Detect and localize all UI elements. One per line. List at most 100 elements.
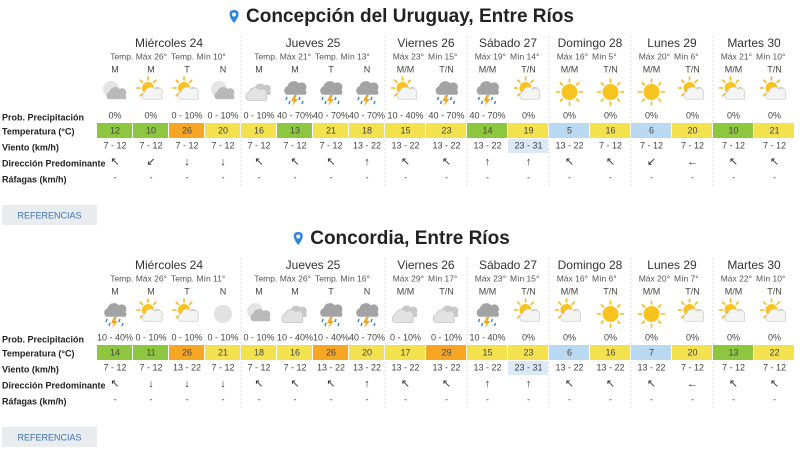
temperature: 11	[146, 347, 155, 357]
cloud	[519, 308, 541, 322]
precipitation: 0%	[645, 332, 658, 342]
period-label: M/M	[397, 64, 415, 74]
precipitation: 10 - 40%	[469, 332, 505, 342]
wind-direction: ↖	[110, 156, 119, 168]
wind-direction: ↓	[220, 378, 226, 390]
wind: 13 - 22	[555, 140, 583, 150]
weather-icon	[432, 305, 459, 323]
temperature-cell	[241, 123, 276, 138]
temperature-cell	[277, 123, 312, 138]
wind: 7 - 12	[640, 140, 663, 150]
temp-max: Máx 16°	[557, 51, 588, 61]
temp-max: Temp. Máx 21°	[254, 51, 311, 61]
gusts: -	[609, 172, 612, 182]
period-label: M	[111, 64, 119, 74]
rain-drop	[373, 322, 376, 327]
wind-direction: ↖	[606, 378, 615, 390]
day-name: Jueves 25	[286, 36, 341, 50]
weather-icon	[136, 76, 163, 100]
day-name: Martes 30	[727, 36, 781, 50]
weather-icon	[356, 303, 379, 328]
references-button[interactable]	[2, 205, 97, 225]
temperature-cell	[97, 345, 132, 360]
cloud	[142, 86, 163, 100]
rain-drop	[118, 318, 121, 323]
gusts: -	[150, 394, 153, 404]
row-label: Ráfagas (km/h)	[2, 174, 67, 184]
references-button[interactable]	[2, 427, 97, 447]
rain-drop	[373, 100, 376, 105]
temperature: 21	[769, 125, 779, 135]
wind: 7 - 12	[283, 140, 306, 150]
weather-icon	[172, 76, 199, 100]
sun-ray	[139, 92, 144, 97]
temp-min: Mín 10°	[756, 51, 785, 61]
weather-icon	[390, 76, 418, 100]
sun-ray	[762, 79, 767, 84]
wind: 7 - 12	[763, 140, 786, 150]
wind-direction: ↖	[326, 156, 335, 168]
cloud	[519, 86, 541, 100]
sun-ray	[139, 301, 144, 306]
period-label: T	[328, 286, 334, 296]
temperature-cell	[97, 123, 132, 138]
wind-direction: ↖	[401, 378, 410, 390]
sun-ray	[721, 314, 726, 319]
weather-icon	[513, 76, 541, 100]
temperature: 16	[254, 125, 264, 135]
temp-max: Máx 21°	[721, 51, 752, 61]
rain-drop	[477, 96, 481, 101]
weather-icon	[476, 81, 499, 106]
temp-max: Temp. Máx 26°	[110, 51, 167, 61]
wind: 7 - 12	[103, 140, 126, 150]
wind: 7 - 12	[175, 140, 198, 150]
sun	[602, 84, 619, 100]
temperature: 5	[567, 125, 572, 135]
precipitation: 0 - 10%	[431, 332, 462, 342]
temperature: 26	[182, 125, 192, 135]
sun-ray	[600, 82, 605, 86]
temperature-cell	[467, 123, 507, 138]
weather-icon	[103, 81, 127, 100]
rain-drop	[490, 96, 494, 101]
temperature-cell	[133, 123, 168, 138]
wind-direction: ↖	[729, 156, 738, 168]
sun-ray	[557, 301, 562, 306]
precipitation: 0 - 10%	[243, 110, 274, 120]
cloud	[432, 309, 455, 323]
temperature-cell	[713, 123, 753, 138]
temp-max: Temp. Máx 26°	[110, 273, 167, 283]
precipitation: 0 - 10%	[135, 332, 166, 342]
rain-drop	[370, 318, 373, 323]
temperature-cell	[426, 345, 466, 360]
location-title: Concordia, Entre Ríos	[310, 228, 510, 249]
row-label: Ráfagas (km/h)	[2, 396, 67, 406]
period-label: T/N	[521, 286, 536, 296]
weather-icon	[214, 305, 232, 323]
references-label[interactable]: REFERENCIAS	[17, 210, 81, 220]
sun-ray	[616, 320, 621, 324]
period-label: T/N	[439, 64, 454, 74]
wind: 13 - 22	[637, 362, 665, 372]
period-label: T/N	[603, 64, 618, 74]
gusts: -	[650, 394, 653, 404]
references-label[interactable]: REFERENCIAS	[17, 432, 81, 442]
temp-min: Mín 10°	[756, 273, 785, 283]
sun-ray	[735, 79, 740, 84]
rain-drop	[334, 96, 337, 101]
gusts: -	[366, 172, 369, 182]
period-label: T/N	[767, 64, 782, 74]
temperature: 20	[687, 347, 697, 357]
weather-icon	[718, 298, 746, 322]
precipitation: 0 - 10%	[171, 332, 202, 342]
temperature-cell	[508, 345, 548, 360]
rain-drop	[493, 100, 497, 105]
wind-direction: ↓	[184, 378, 190, 390]
sun-ray	[175, 92, 180, 97]
gusts: -	[773, 394, 776, 404]
wind-direction: ↙	[647, 156, 656, 168]
weather-icon	[718, 76, 746, 100]
temp-max: Máx 16°	[557, 273, 588, 283]
precipitation: 0%	[686, 332, 699, 342]
period-label: M/M	[725, 286, 743, 296]
